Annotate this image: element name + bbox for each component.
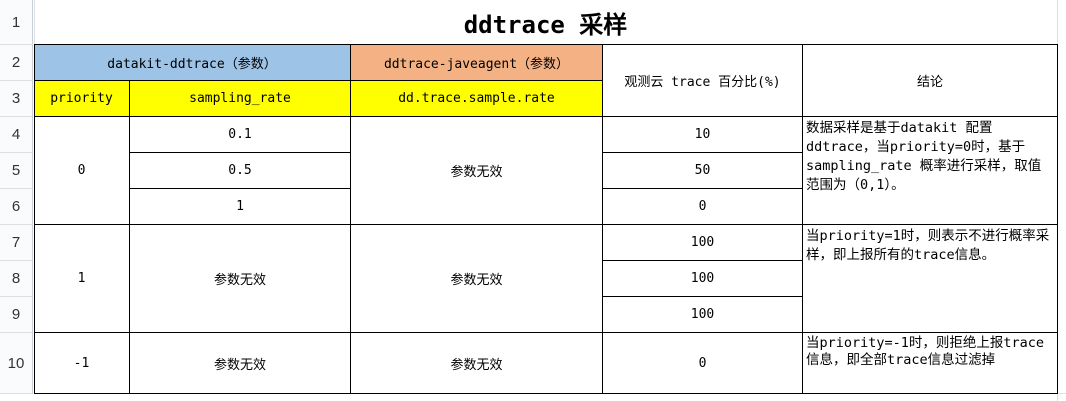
row-header-7[interactable]: 7 [0,225,33,261]
row-header-9[interactable]: 9 [0,297,33,333]
rate-cell[interactable]: 1 [130,189,351,225]
header-priority[interactable]: priority [34,81,130,117]
row-header-2[interactable]: 2 [0,45,33,81]
header-sampling-rate[interactable]: sampling_rate [130,81,351,117]
percent-cell[interactable]: 100 [603,225,803,261]
percent-cell[interactable]: 10 [603,117,803,153]
header-conclusion[interactable]: 结论 [803,45,1058,117]
percent-cell[interactable]: 100 [603,261,803,297]
percent-cell[interactable]: 0 [603,189,803,225]
header-javaagent[interactable]: ddtrace-javeagent（参数） [351,45,603,81]
table-left-border [34,45,35,394]
rate-cell[interactable]: 参数无效 [130,225,351,333]
conclusion-cell[interactable]: 数据采样是基于datakit 配置ddtrace，当priority=0时，基于… [803,117,1058,225]
row-header-4[interactable]: 4 [0,117,33,153]
priority-0[interactable]: 0 [34,117,130,225]
priority-minus-1[interactable]: -1 [34,333,130,394]
javaagent-cell[interactable]: 参数无效 [351,333,603,394]
conclusion-cell[interactable]: 当priority=1时，则表示不进行概率采样，即上报所有的trace信息。 [803,225,1058,333]
row-header-5[interactable]: 5 [0,153,33,189]
rate-cell[interactable]: 0.5 [130,153,351,189]
javaagent-cell[interactable]: 参数无效 [351,117,603,225]
row-header-1[interactable]: 1 [0,0,33,45]
percent-cell[interactable]: 0 [603,333,803,394]
header-percent[interactable]: 观测云 trace 百分比(%) [603,45,803,117]
sheet-title[interactable]: ddtrace 采样 [34,0,1057,45]
priority-1[interactable]: 1 [34,225,130,333]
header-datakit[interactable]: datakit-ddtrace（参数） [34,45,351,81]
percent-cell[interactable]: 100 [603,297,803,333]
rate-cell[interactable]: 参数无效 [130,333,351,394]
table-top-border [34,44,1058,45]
percent-cell[interactable]: 50 [603,153,803,189]
row-header-6[interactable]: 6 [0,189,33,225]
row-header-10[interactable]: 10 [0,333,33,394]
header-sample-rate[interactable]: dd.trace.sample.rate [351,81,603,117]
row-header-3[interactable]: 3 [0,81,33,117]
rate-cell[interactable]: 0.1 [130,117,351,153]
conclusion-cell[interactable]: 当priority=-1时，则拒绝上报trace信息，即全部trace信息过滤掉 [803,333,1058,394]
javaagent-cell[interactable]: 参数无效 [351,225,603,333]
row-header-8[interactable]: 8 [0,261,33,297]
